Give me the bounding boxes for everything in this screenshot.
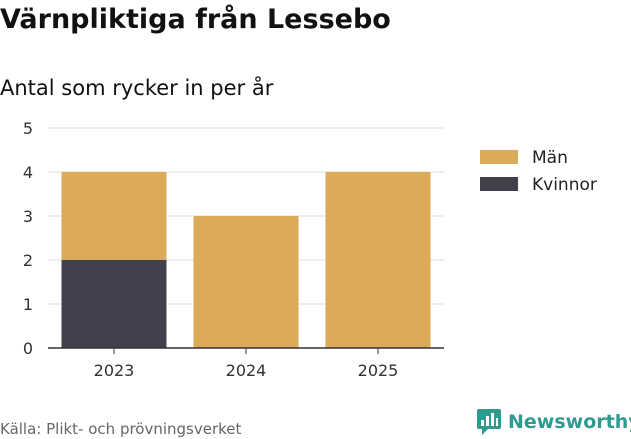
newsworthy-logo-icon: [477, 409, 501, 435]
legend-swatch: [480, 150, 518, 164]
chart-title: Värnpliktiga från Lessebo: [0, 4, 391, 35]
legend-swatch: [480, 177, 518, 191]
y-tick-label: 1: [23, 295, 33, 314]
legend: Män Kvinnor: [480, 148, 597, 195]
y-tick-label: 4: [23, 163, 33, 182]
bars: [61, 172, 431, 348]
x-tick-label: 2025: [358, 361, 399, 380]
bar-m-n-2025: [325, 172, 431, 348]
legend-label: Kvinnor: [532, 175, 597, 195]
bar-chart: 0 1 2 3 4 5 2023 2024 2025 Män Kvinnor: [23, 119, 597, 380]
y-tick-label: 3: [23, 207, 33, 226]
x-tick-label: 2023: [94, 361, 135, 380]
y-axis-ticks: 0 1 2 3 4 5: [23, 119, 33, 358]
brand-logo[interactable]: Newsworthy: [476, 408, 631, 436]
y-tick-label: 5: [23, 119, 33, 138]
x-axis-ticks: 2023 2024 2025: [94, 348, 399, 380]
source-note: Källa: Plikt- och prövningsverket: [0, 420, 242, 438]
bar-kvinnor-2023: [61, 260, 167, 348]
bar-m-n-2024: [193, 216, 299, 348]
brand-name: Newsworthy: [508, 411, 631, 433]
x-tick-label: 2024: [226, 361, 267, 380]
chart-subtitle: Antal som rycker in per år: [0, 76, 274, 100]
bar-m-n-2023: [61, 172, 167, 260]
y-tick-label: 0: [23, 339, 33, 358]
legend-label: Män: [532, 148, 568, 168]
y-tick-label: 2: [23, 251, 33, 270]
